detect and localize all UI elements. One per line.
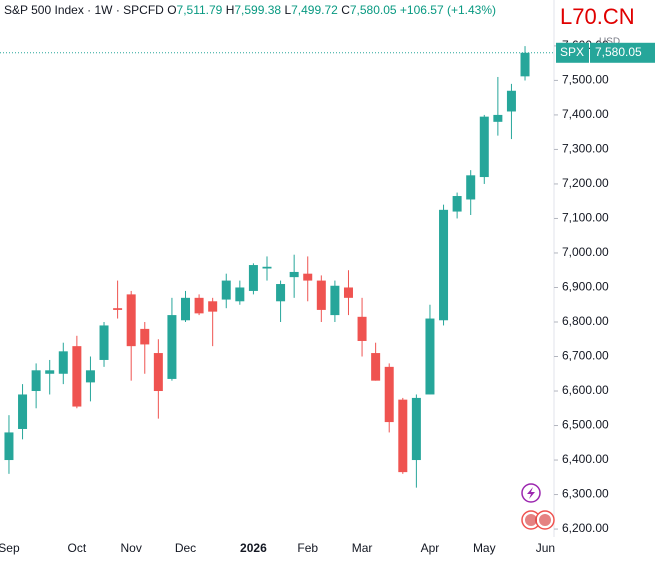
candle-body <box>18 394 28 429</box>
y-tick-label: 7,100.00 <box>562 211 609 225</box>
candle-body <box>520 52 530 77</box>
y-tick-label: 7,000.00 <box>562 245 609 259</box>
candle-body <box>506 90 516 112</box>
candle-body <box>181 297 191 321</box>
candle-body <box>398 399 408 473</box>
candle-body <box>425 318 435 395</box>
series-badge <box>556 42 589 63</box>
y-tick-label: 6,700.00 <box>562 349 609 363</box>
x-tick-label: Jun <box>536 541 555 555</box>
candle-body <box>248 265 258 291</box>
candle-body <box>126 294 136 347</box>
change: +106.57 (+1.43%) <box>400 3 496 17</box>
symbol-name: S&P 500 Index · 1W · SPCFD <box>4 3 164 17</box>
candle-body <box>289 271 299 278</box>
x-tick-label: Dec <box>175 541 196 555</box>
candle-body <box>235 287 245 302</box>
candle-body <box>316 280 326 310</box>
ohlc-value: 7,580.05 <box>350 3 397 17</box>
candle-body <box>357 316 367 341</box>
ohlc-key: H <box>226 3 235 17</box>
candle-body <box>343 287 353 298</box>
watermark: L70.CN <box>560 4 635 29</box>
x-tick-label: May <box>473 541 496 555</box>
candle-body <box>208 301 218 312</box>
candle-body <box>384 366 394 423</box>
header: S&P 500 Index · 1W · SPCFD O7,511.79 H7,… <box>4 3 496 17</box>
y-tick-label: 6,800.00 <box>562 314 609 328</box>
candle-body <box>140 328 150 345</box>
candle-body <box>303 273 313 281</box>
y-tick-label: 7,400.00 <box>562 107 609 121</box>
y-tick-label: 6,400.00 <box>562 452 609 466</box>
x-tick-label: Apr <box>421 541 440 555</box>
candle-body <box>72 346 82 407</box>
currency: USD <box>599 37 620 48</box>
header-bg <box>0 0 540 22</box>
candle-body <box>194 297 204 314</box>
lightning <box>527 487 535 499</box>
candle-body <box>4 432 14 461</box>
plot: 6,200.00 6,300.00 6,400.00 6,500.00 6,600.00… <box>0 38 609 555</box>
candle-body <box>58 351 68 374</box>
y-tick-label: 6,600.00 <box>562 383 609 397</box>
x-tick-label: Oct <box>68 541 87 555</box>
ohlc-key: O <box>167 3 176 17</box>
x-tick-label: Mar <box>352 541 373 555</box>
series-name: SPX <box>560 45 584 59</box>
flag <box>539 514 551 526</box>
event-icons <box>521 483 555 530</box>
y-tick-label: 7,500.00 <box>562 73 609 87</box>
candle-body <box>439 209 449 321</box>
x-tick-label: 2026 <box>240 541 267 555</box>
candle-body <box>31 370 41 392</box>
candle-body <box>466 175 476 200</box>
candle-body <box>113 308 123 310</box>
y-tick-label: 6,500.00 <box>562 418 609 432</box>
ohlc-key: L <box>284 3 291 17</box>
candle-body <box>167 315 177 379</box>
x-tick-label: Feb <box>297 541 318 555</box>
x-tick-label: Sep <box>0 541 20 555</box>
candle-body <box>493 114 503 122</box>
candle-body <box>221 280 231 300</box>
y-tick-label: 6,300.00 <box>562 487 609 501</box>
candle-body <box>479 116 489 178</box>
price-badge <box>590 42 655 63</box>
candle-body <box>99 325 109 360</box>
ohlc-key: C <box>341 3 350 17</box>
last-price-label: 7,580.05 <box>595 45 642 59</box>
candle-body <box>452 196 462 212</box>
ohlc-value: 7,511.79 <box>177 3 223 17</box>
x-tick-label: Nov <box>121 541 142 555</box>
y-tick-label: 6,200.00 <box>562 521 609 535</box>
candle-body <box>262 266 272 269</box>
y-tick-label: 7,300.00 <box>562 142 609 156</box>
flag <box>525 514 537 526</box>
ohlc-value: 7,499.72 <box>291 3 338 17</box>
candle-body <box>276 284 286 302</box>
y-tick-label: 7,200.00 <box>562 176 609 190</box>
candle-body <box>85 370 95 383</box>
candle-body <box>371 353 381 381</box>
candle-body <box>330 285 340 316</box>
candle-body <box>411 397 421 461</box>
candle-body <box>153 353 163 392</box>
y-tick-label: 6,900.00 <box>562 280 609 294</box>
candle-body <box>45 370 55 374</box>
ohlc-value: 7,599.38 <box>234 3 281 17</box>
